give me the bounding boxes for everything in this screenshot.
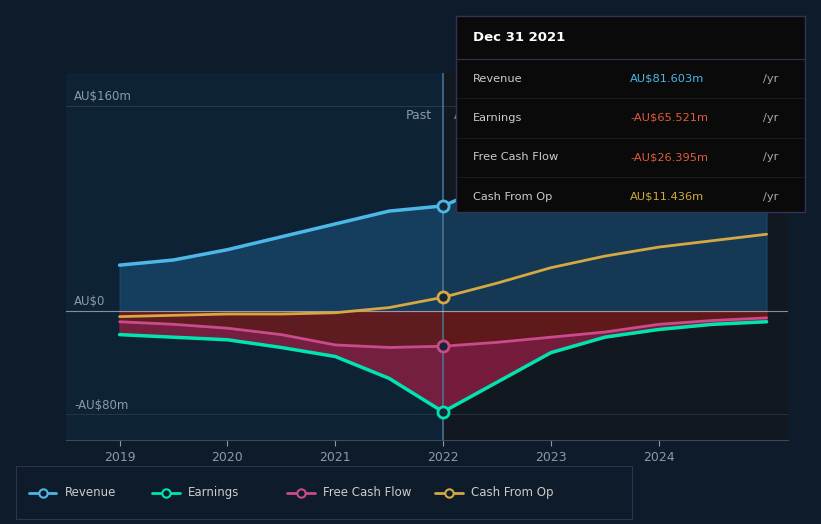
Text: AU$11.436m: AU$11.436m <box>631 191 704 202</box>
Text: AU$0: AU$0 <box>75 294 106 308</box>
Text: Free Cash Flow: Free Cash Flow <box>473 152 558 162</box>
Text: Past: Past <box>406 110 433 123</box>
Text: Free Cash Flow: Free Cash Flow <box>323 486 411 499</box>
Text: /yr: /yr <box>763 73 778 84</box>
Text: -AU$26.395m: -AU$26.395m <box>631 152 709 162</box>
Text: Dec 31 2021: Dec 31 2021 <box>473 31 566 45</box>
Text: Earnings: Earnings <box>473 113 522 123</box>
Bar <box>66 73 443 440</box>
Text: /yr: /yr <box>763 152 778 162</box>
Text: AU$81.603m: AU$81.603m <box>631 73 704 84</box>
Text: AU$160m: AU$160m <box>75 90 132 103</box>
Text: Revenue: Revenue <box>473 73 523 84</box>
Text: Earnings: Earnings <box>188 486 239 499</box>
Text: -AU$65.521m: -AU$65.521m <box>631 113 709 123</box>
Text: /yr: /yr <box>763 191 778 202</box>
Bar <box>443 73 788 440</box>
Text: Revenue: Revenue <box>65 486 116 499</box>
Text: /yr: /yr <box>763 113 778 123</box>
Text: Cash From Op: Cash From Op <box>471 486 553 499</box>
Text: Analysts Forecasts: Analysts Forecasts <box>454 110 571 123</box>
Text: -AU$80m: -AU$80m <box>75 399 129 412</box>
Text: Cash From Op: Cash From Op <box>473 191 553 202</box>
